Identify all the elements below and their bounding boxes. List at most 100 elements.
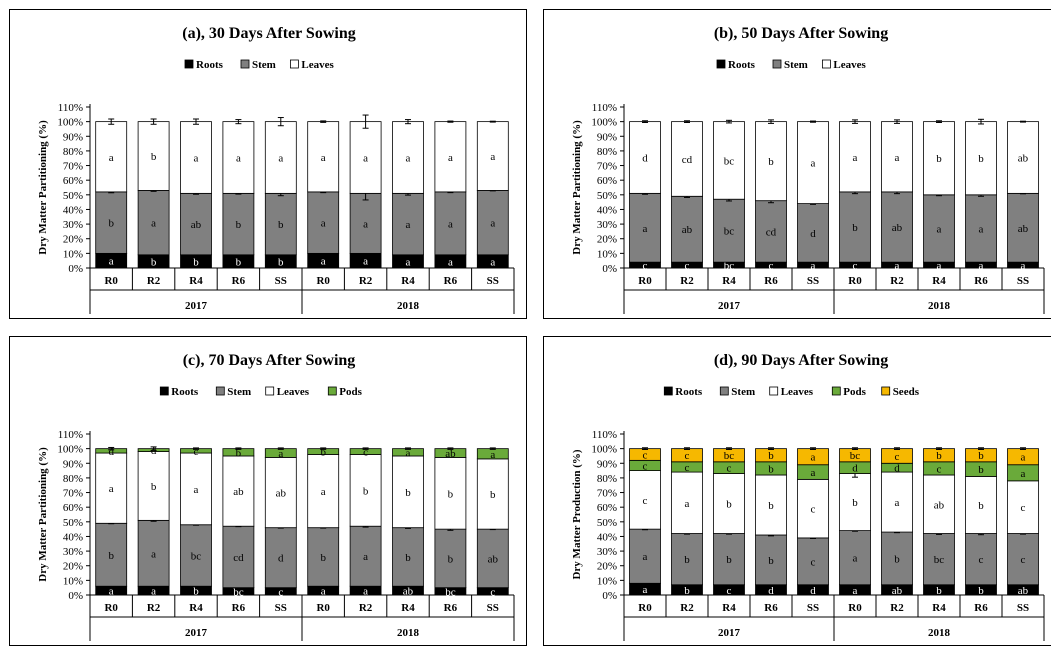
bar-segment-leaves [671,471,703,534]
bar-segment-leaves [965,476,997,534]
x-group-label: 2018 [928,627,951,639]
letter-label-stem: b [684,554,690,566]
y-tick-label: 80% [597,146,617,158]
x-category-label: R4 [401,275,415,287]
y-tick-label: 100% [591,444,617,456]
letter-label-leaves: a [109,483,114,495]
x-category-label: R6 [764,602,778,614]
letter-label-leaves: a [363,152,368,164]
x-category-label: R2 [147,602,161,614]
legend-label-stem: Stem [227,386,251,398]
legend-swatch-stem [719,386,729,396]
x-category-label: R4 [189,275,203,287]
x-group-label: 2017 [185,300,208,312]
letter-label-roots: ab [1018,585,1029,597]
letter-label-stem: b [894,553,900,565]
x-group-label: 2017 [718,300,741,312]
bar-segment-leaves [797,121,829,204]
letter-label-leaves: a [194,152,199,164]
letter-label-stem: ab [488,553,499,565]
chart-svg-d: (d), 90 Days After Sowing Roots Stem Leaves… [571,352,1045,641]
y-tick-label: 40% [63,204,83,216]
y-tick-label: 80% [63,473,83,485]
x-group-label: 2018 [397,627,420,639]
letter-label-stem: b [108,218,114,230]
chart-svg-a: (a), 30 Days After Sowing Roots Stem Leaves… [37,25,515,314]
letter-label-roots: a [490,256,495,268]
letter-label-roots: a [406,256,411,268]
letter-label-stem: bc [191,550,202,562]
letter-label-pods: b [320,447,326,459]
letter-label-leaves: b [151,151,157,163]
x-category-label: R0 [316,602,330,614]
letter-label-pods: d [151,445,157,457]
bar-segment-leaves [264,457,297,529]
y-tick-label: 110% [592,429,617,441]
bar-segment-stem [1007,192,1039,263]
legend-swatch-roots [663,386,673,396]
x-category-label: R0 [638,275,652,287]
letter-label-stem: ab [1018,223,1029,235]
letter-label-leaves: c [643,495,648,507]
legend-swatch-pods [831,386,841,396]
bar-segment-leaves [476,458,509,530]
y-tick-label: 70% [597,488,617,500]
x-category-label: R4 [932,602,946,614]
y-tick-label: 90% [63,131,83,143]
bar-segment-leaves [923,474,955,534]
letter-label-roots: c [490,586,495,598]
y-tick-label: 0% [602,590,617,602]
letter-label-roots: bc [445,586,456,598]
letter-label-pods: a [490,449,495,461]
y-tick-label: 110% [58,429,83,441]
bar-segment-leaves [923,121,955,196]
y-tick-label: 70% [63,488,83,500]
letter-label-roots: b [684,585,690,597]
letter-label-leaves: b [726,499,732,511]
bar-segment-stem [180,192,212,256]
x-category-label: R4 [401,602,415,614]
letter-label-seeds: b [978,450,984,462]
bar-segment-stem [95,191,128,254]
y-tick-label: 40% [597,531,617,543]
bar-segment-stem [923,533,955,586]
chart-title: (c), 70 Days After Sowing [183,352,356,369]
bar-segment-leaves [349,121,382,194]
letter-label-leaves: ab [934,499,945,511]
bar-segment-stem [476,190,509,256]
bar-segment-stem [264,527,297,589]
letter-label-pods: b [978,464,984,476]
y-tick-label: 20% [597,234,617,246]
letter-label-pods: a [406,447,411,459]
letter-label-roots: b [978,585,984,597]
letter-label-stem: a [643,551,648,563]
letter-label-roots: c [769,260,774,272]
y-tick-label: 80% [63,146,83,158]
bar-segment-leaves [137,451,170,521]
bar-segment-leaves [755,474,787,536]
y-tick-label: 60% [63,175,83,187]
legend-label-leaves: Leaves [277,386,310,398]
letter-label-pods: c [194,446,199,458]
x-category-label: SS [487,602,499,614]
letter-label-pods: c [363,447,368,459]
letter-label-seeds: c [685,450,690,462]
letter-label-stem: ab [892,222,903,234]
x-category-label: R6 [444,275,458,287]
legend-label-stem: Stem [731,386,755,398]
legend-swatch-seeds [881,386,891,396]
letter-label-stem: b [852,222,858,234]
y-tick-label: 60% [597,502,617,514]
y-tick-label: 100% [57,117,83,129]
letter-label-roots: a [937,260,942,272]
y-tick-label: 60% [597,175,617,187]
letter-label-pods: c [643,460,648,472]
y-tick-label: 0% [68,590,83,602]
legend-swatch-stem [215,386,225,396]
chart-title: (d), 90 Days After Sowing [714,352,888,369]
bar-segment-stem [307,527,340,587]
bar-segment-leaves [95,121,128,193]
letter-label-roots: c [727,585,732,597]
bar-segment-leaves [180,452,212,526]
x-category-label: R2 [680,602,694,614]
